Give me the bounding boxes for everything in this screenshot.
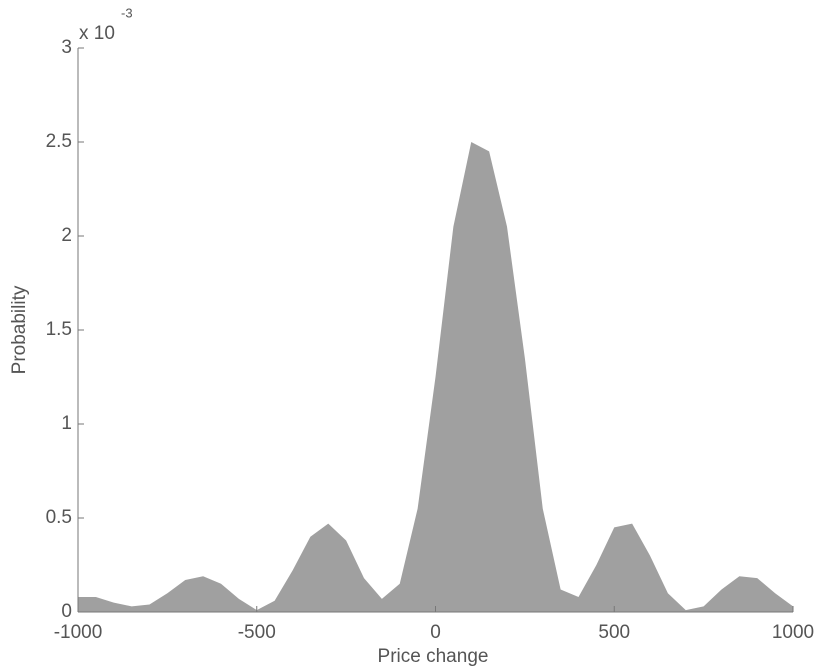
x-tick-label: -500: [238, 622, 276, 643]
x-tick-label: 500: [598, 622, 630, 643]
y-tick-label: 2.5: [46, 131, 72, 152]
x-axis-label: Price change: [378, 646, 489, 667]
x-tick-label: -1000: [54, 622, 103, 643]
y-multiplier: x 10: [79, 23, 115, 44]
y-tick-label: 2: [61, 225, 72, 246]
y-axis-label: Probability: [9, 285, 30, 374]
y-tick-label: 1.5: [46, 319, 72, 340]
x-tick-label: 0: [430, 622, 441, 643]
x-tick-label: 1000: [772, 622, 814, 643]
y-tick-label: 1: [61, 413, 72, 434]
y-tick-label: 0: [61, 601, 72, 622]
area: [78, 142, 793, 612]
y-multiplier-exponent: -3: [121, 5, 133, 20]
y-tick-label: 3: [61, 37, 72, 58]
y-tick-label: 0.5: [46, 507, 72, 528]
